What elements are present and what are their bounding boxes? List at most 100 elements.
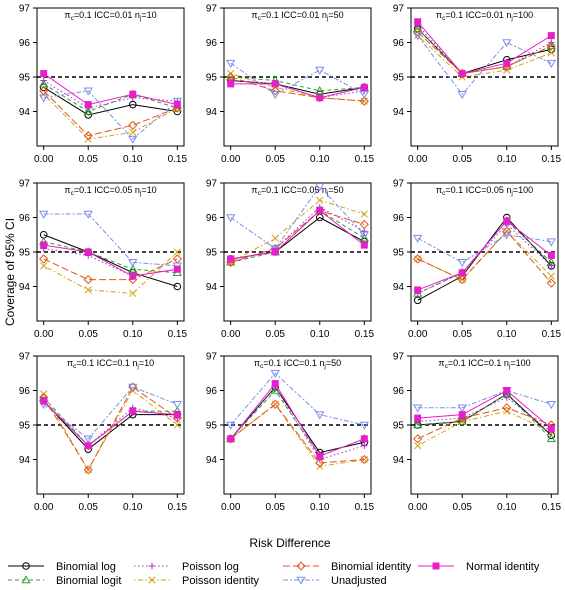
series-poisson-identity	[414, 31, 555, 81]
data-point-marker	[226, 421, 236, 430]
legend-item-binomial-identity: Binomial identity	[283, 561, 412, 573]
data-point-marker	[502, 403, 512, 413]
x-tick-label: 0.15	[168, 502, 188, 513]
data-point-marker	[547, 251, 555, 259]
series-line	[43, 213, 178, 267]
panel-4: πc=0.1 ICC=0.05 nj=10 94 95 96 97 0.00 0.05 0.1…	[19, 179, 188, 341]
data-point-marker	[414, 442, 422, 450]
series-binomial-identity	[39, 254, 182, 285]
y-tick-label: 94	[393, 282, 405, 293]
panel-title: πc=0.1 ICC=0.01 nj=10	[64, 10, 156, 22]
legend-marker	[148, 576, 156, 584]
data-point-marker	[40, 70, 48, 78]
x-tick-label: 0.15	[355, 502, 375, 513]
series-line	[43, 400, 178, 450]
series-line	[43, 386, 178, 440]
y-tick-label: 96	[393, 38, 405, 49]
x-tick-label: 0.10	[123, 329, 143, 340]
x-tick-label: 0.15	[542, 329, 562, 340]
legend-item-binomial-logit: Binomial logit	[8, 575, 121, 587]
x-tick-label: 0.10	[497, 502, 517, 513]
y-tick-label: 94	[393, 455, 405, 466]
series-line	[417, 216, 552, 301]
series-line	[43, 389, 178, 471]
legend-marker	[21, 575, 31, 584]
series-poisson-identity	[227, 400, 368, 471]
x-tick-label: 0.15	[168, 329, 188, 340]
series-binomial-identity	[413, 27, 556, 79]
y-tick-label: 97	[19, 4, 31, 15]
legend-marker	[148, 562, 156, 570]
data-point-marker	[40, 397, 48, 405]
series-line	[230, 382, 365, 457]
x-tick-label: 0.10	[123, 502, 143, 513]
data-point-marker	[457, 274, 467, 285]
data-point-marker	[315, 411, 325, 420]
legend-marker	[22, 562, 30, 570]
data-point-marker	[316, 94, 324, 102]
y-tick-label: 95	[206, 421, 218, 432]
y-tick-label: 97	[206, 4, 218, 15]
data-point-marker	[271, 234, 279, 242]
x-tick-label: 0.10	[310, 502, 330, 513]
series-line	[230, 403, 365, 464]
series-line	[417, 396, 552, 433]
series-binomial-log	[39, 83, 182, 119]
legend-label: Normal identity	[466, 561, 540, 573]
series-binomial-identity	[226, 399, 369, 468]
series-poisson-log	[414, 221, 555, 297]
series-line	[230, 79, 365, 95]
series-binomial-log	[226, 213, 369, 263]
series-poisson-log	[40, 77, 181, 112]
data-point-marker	[227, 255, 235, 263]
series-normal-identity	[227, 207, 368, 263]
x-axis-label: Risk Difference	[249, 536, 330, 550]
data-point-marker	[128, 383, 138, 392]
data-point-marker	[413, 420, 423, 429]
panel-2: πc=0.1 ICC=0.01 nj=50 94 95 96 97 0.00 0.05 0.1…	[206, 4, 375, 166]
y-tick-label: 95	[206, 248, 218, 259]
data-point-marker	[457, 259, 467, 268]
data-point-marker	[413, 404, 423, 413]
series-line	[417, 220, 552, 291]
legend-label: Poisson log	[182, 561, 239, 573]
data-point-marker	[547, 424, 555, 432]
panel-6: πc=0.1 ICC=0.05 nj=100 94 95 96 97 0.00 0.05 0.…	[393, 179, 562, 341]
series-line	[417, 35, 552, 78]
data-point-marker	[413, 23, 423, 32]
data-point-marker	[503, 59, 511, 67]
data-point-marker	[227, 435, 235, 443]
data-point-marker	[270, 369, 280, 379]
data-point-marker	[547, 49, 555, 57]
y-tick-label: 95	[393, 73, 405, 84]
data-point-marker	[546, 433, 556, 443]
x-tick-label: 0.05	[452, 154, 472, 165]
y-tick-label: 97	[393, 179, 405, 190]
data-point-marker	[502, 39, 512, 48]
data-point-marker	[546, 41, 556, 50]
data-point-marker	[83, 465, 93, 475]
y-tick-label: 96	[206, 38, 218, 49]
series-poisson-log	[414, 394, 555, 436]
data-point-marker	[413, 234, 423, 244]
series-line	[43, 93, 178, 140]
y-tick-label: 96	[206, 213, 218, 224]
y-tick-label: 97	[393, 352, 405, 363]
series-line	[230, 210, 365, 263]
y-tick-label: 96	[19, 213, 31, 224]
y-tick-label: 94	[206, 282, 218, 293]
x-tick-label: 0.00	[221, 502, 241, 513]
x-tick-label: 0.15	[355, 154, 375, 165]
series-line	[230, 209, 365, 260]
data-point-marker	[129, 289, 137, 298]
data-point-marker	[458, 411, 466, 419]
x-tick-label: 0.00	[408, 329, 428, 340]
data-point-marker	[39, 254, 49, 264]
data-point-marker	[227, 80, 235, 88]
data-point-marker	[270, 86, 280, 96]
series-line	[230, 83, 365, 99]
data-point-marker	[83, 210, 93, 219]
series-line	[43, 258, 178, 281]
series-unadjusted	[413, 231, 556, 268]
x-tick-label: 0.10	[310, 329, 330, 340]
